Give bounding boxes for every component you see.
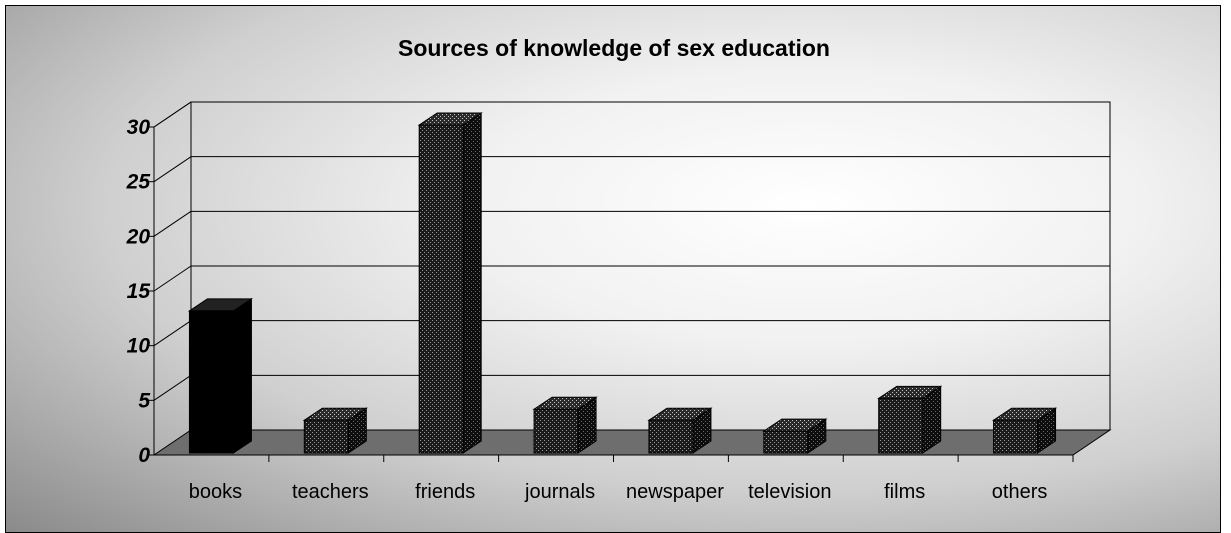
y-tick-label: 10 — [127, 335, 151, 358]
x-tick-label-television: television — [748, 481, 831, 503]
bar-chart: Sources of knowledge of sex education 0 5… — [126, 35, 1112, 503]
bar-friends — [417, 112, 483, 454]
y-tick-label: 5 — [138, 389, 150, 412]
bar-front-face — [533, 408, 579, 454]
bar-side-face — [462, 112, 482, 454]
gridline-side — [153, 210, 192, 237]
x-tick-label-films: films — [884, 481, 925, 503]
y-tick-label: 20 — [126, 225, 151, 248]
chart-title: Sources of knowledge of sex education — [398, 35, 830, 61]
x-tick-label-teachers: teachers — [292, 481, 369, 503]
x-tick-label-newspaper: newspaper — [626, 481, 724, 503]
bar-front-face — [188, 310, 234, 454]
bar-front-face — [878, 397, 924, 454]
gridline-side — [153, 320, 192, 347]
gridline-side — [153, 101, 192, 128]
gridline-side — [153, 265, 192, 292]
bar-newspaper — [647, 407, 713, 454]
bars-layer — [187, 112, 1058, 454]
axes-layer — [148, 101, 1112, 462]
bar-front-face — [763, 430, 809, 454]
x-tick-label-journals: journals — [524, 481, 595, 503]
x-tick-label-books: books — [189, 481, 242, 503]
bar-journals — [532, 396, 598, 454]
bar-side-face — [232, 297, 252, 454]
bar-others — [991, 407, 1058, 454]
gridline-side — [153, 374, 192, 401]
x-tick-label-others: others — [992, 481, 1048, 503]
bar-books — [187, 297, 254, 454]
y-tick-label: 0 — [138, 444, 150, 467]
bar-teachers — [302, 407, 368, 454]
bar-films — [877, 385, 943, 454]
bar-front-face — [993, 419, 1039, 454]
chart-floor — [152, 429, 1112, 456]
gridline-side — [153, 156, 192, 183]
bar-front-face — [418, 124, 464, 454]
y-tick-label: 25 — [126, 171, 151, 194]
y-tick-label: 15 — [127, 280, 151, 303]
bar-front-face — [303, 419, 349, 454]
x-tick-label-friends: friends — [415, 481, 475, 503]
labels-layer: 0 5 10 15 20 25 30 books teachers friends journals… — [126, 116, 1048, 503]
y-tick-label: 30 — [127, 116, 151, 139]
bar-front-face — [648, 419, 694, 454]
chart-frame: Sources of knowledge of sex education 0 5… — [5, 5, 1221, 533]
bar-television — [762, 418, 828, 454]
